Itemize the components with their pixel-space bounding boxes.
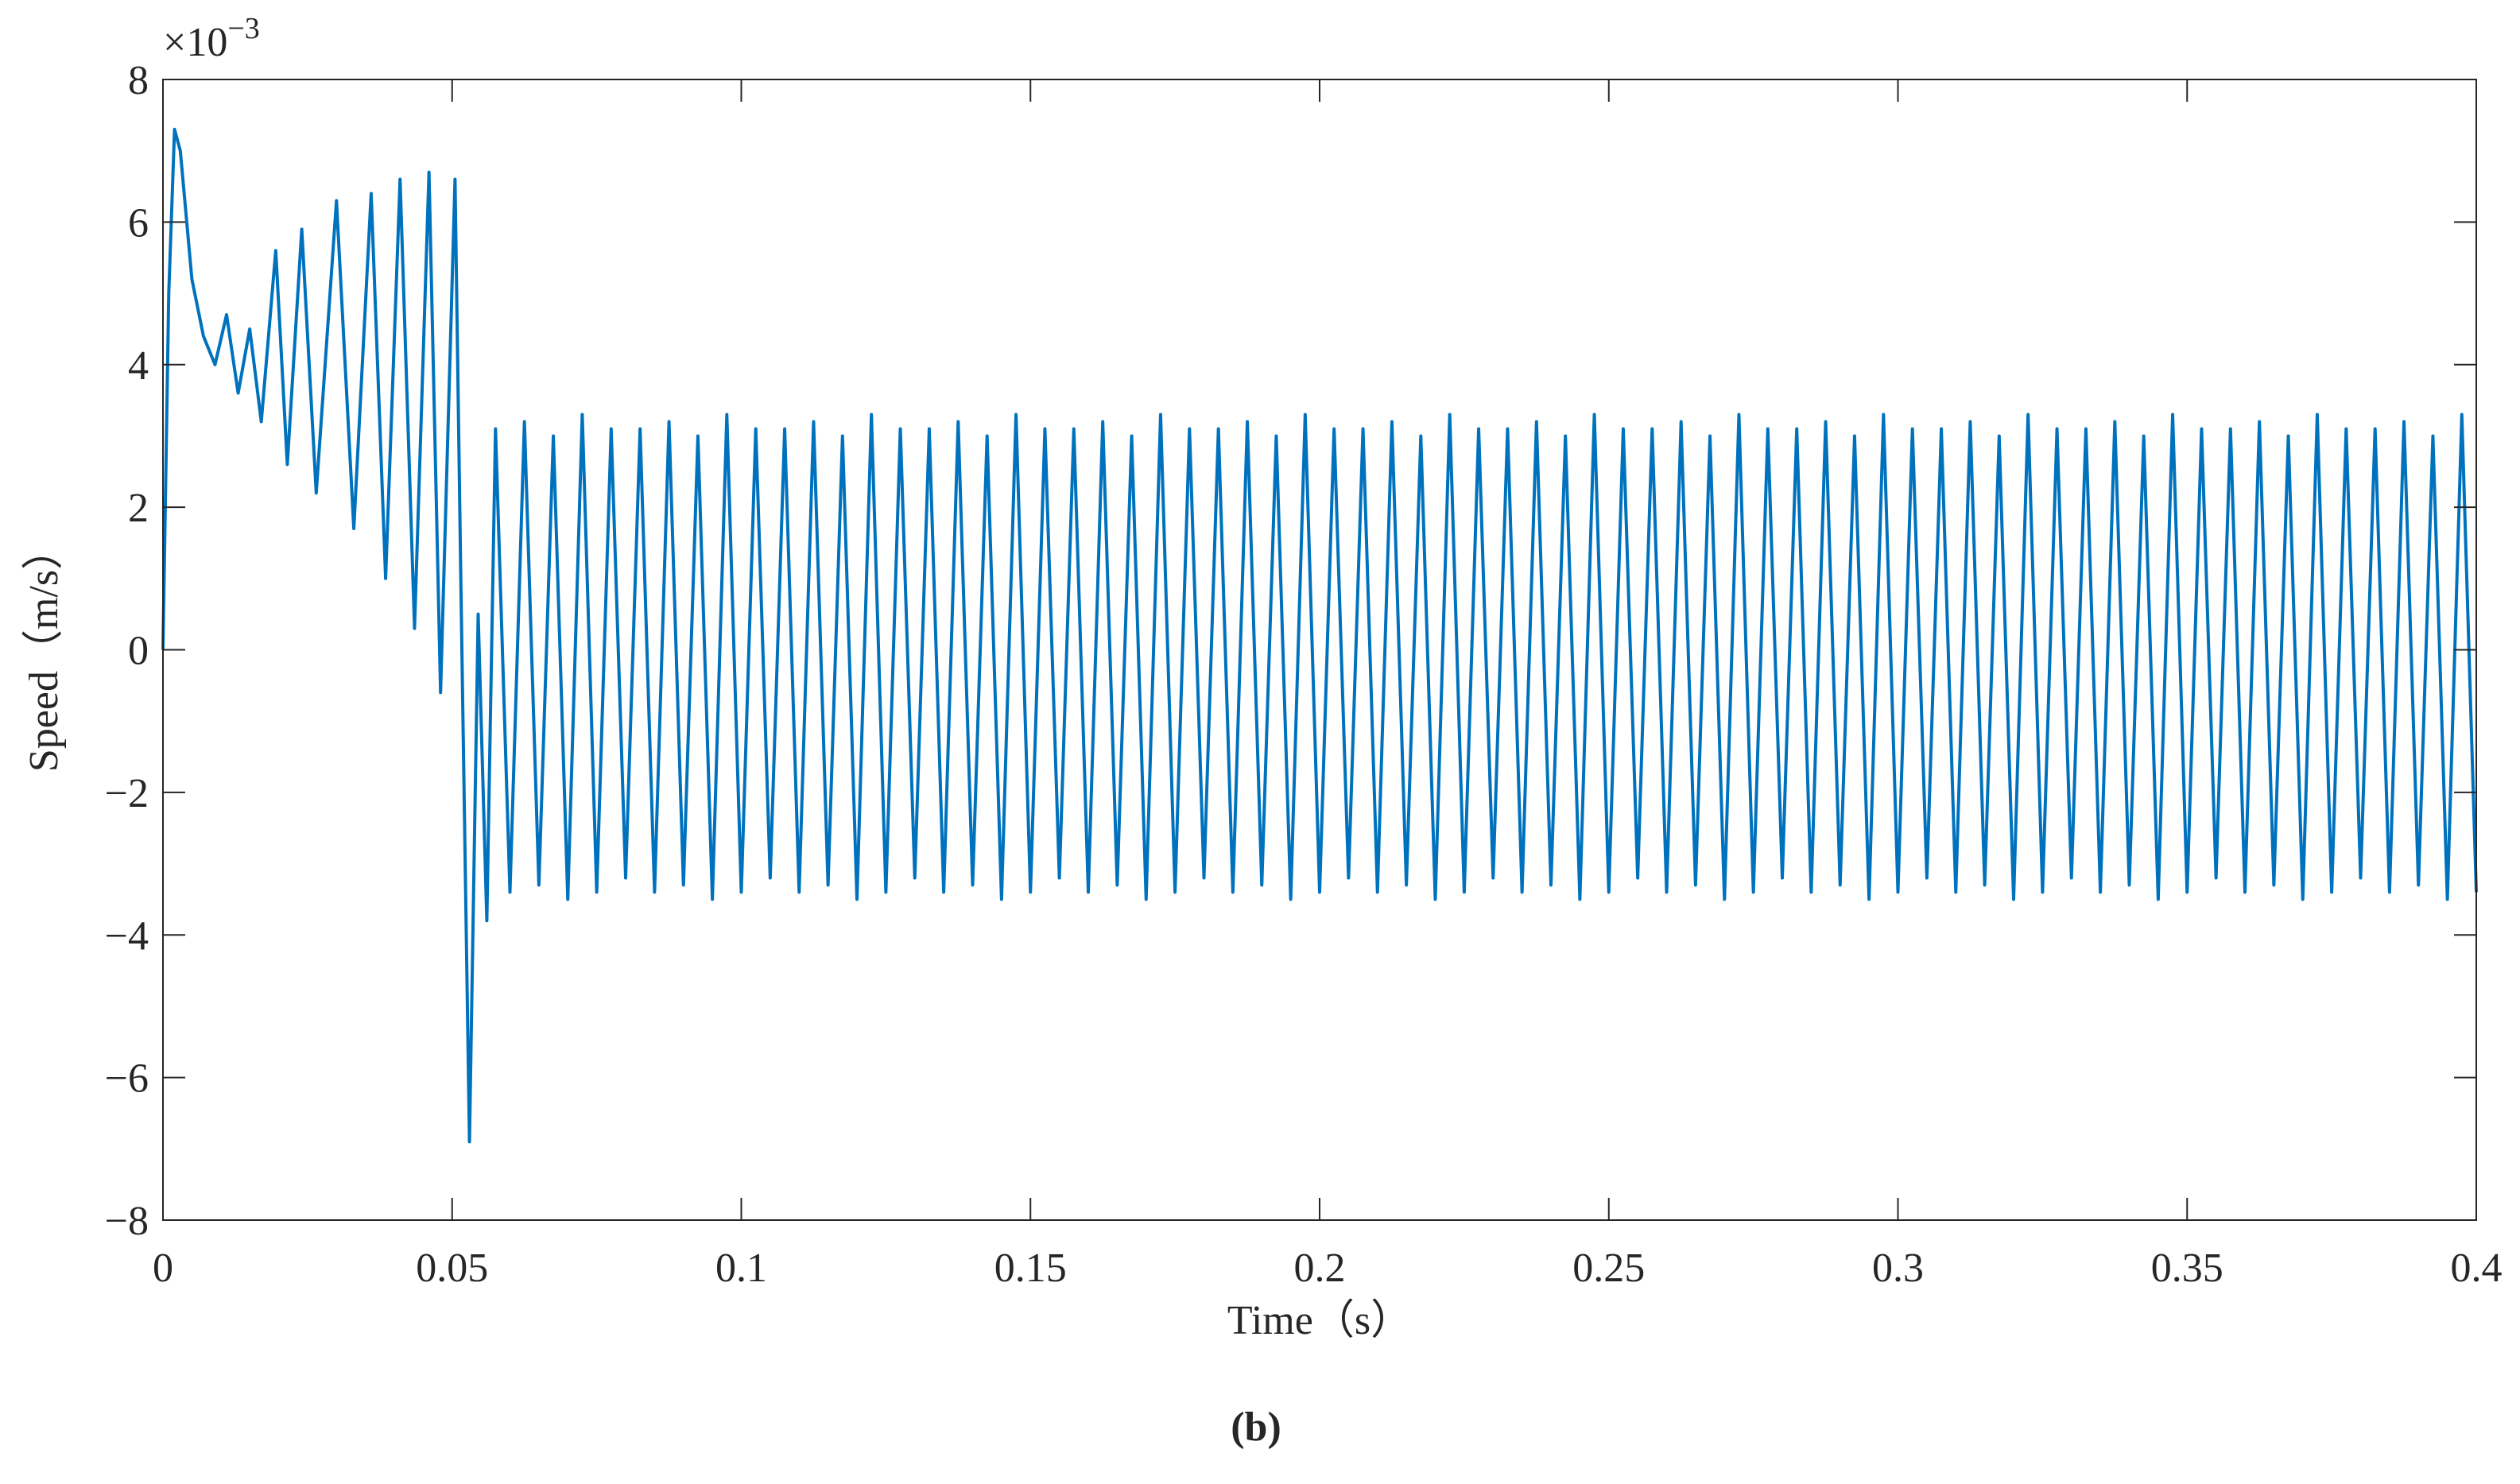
y-axis-label: Speed（m/s） (21, 529, 67, 772)
x-tick-label: 0.05 (416, 1246, 488, 1291)
y-tick-label: −6 (105, 1056, 149, 1102)
panel-label: (b) (1231, 1405, 1281, 1450)
y-tick-label: 6 (128, 200, 149, 246)
y-multiplier: ×10−3 (163, 12, 260, 65)
x-tick-label: 0.2 (1294, 1246, 1346, 1291)
x-tick-label: 0.4 (2451, 1246, 2503, 1291)
y-tick-label: 8 (128, 58, 149, 103)
x-tick-label: 0 (153, 1246, 173, 1291)
y-tick-label: −8 (105, 1199, 149, 1244)
x-tick-label: 0.25 (1572, 1246, 1645, 1291)
y-tick-label: 4 (128, 343, 149, 389)
y-tick-label: −4 (105, 913, 149, 959)
y-tick-label: −2 (105, 771, 149, 816)
y-tick-label: 2 (128, 486, 149, 531)
x-tick-label: 0.15 (994, 1246, 1067, 1291)
x-tick-label: 0.3 (1872, 1246, 1924, 1291)
y-multiplier-exponent: −3 (227, 12, 259, 45)
y-multiplier-base: ×10 (163, 20, 227, 65)
y-tick-label: 0 (128, 629, 149, 674)
data-line (161, 127, 2478, 1144)
x-tick-label: 0.1 (715, 1246, 767, 1291)
plot-frame (162, 79, 2477, 1221)
x-axis-label: Time（s） (1227, 1298, 1412, 1343)
x-tick-label: 0.35 (2151, 1246, 2223, 1291)
